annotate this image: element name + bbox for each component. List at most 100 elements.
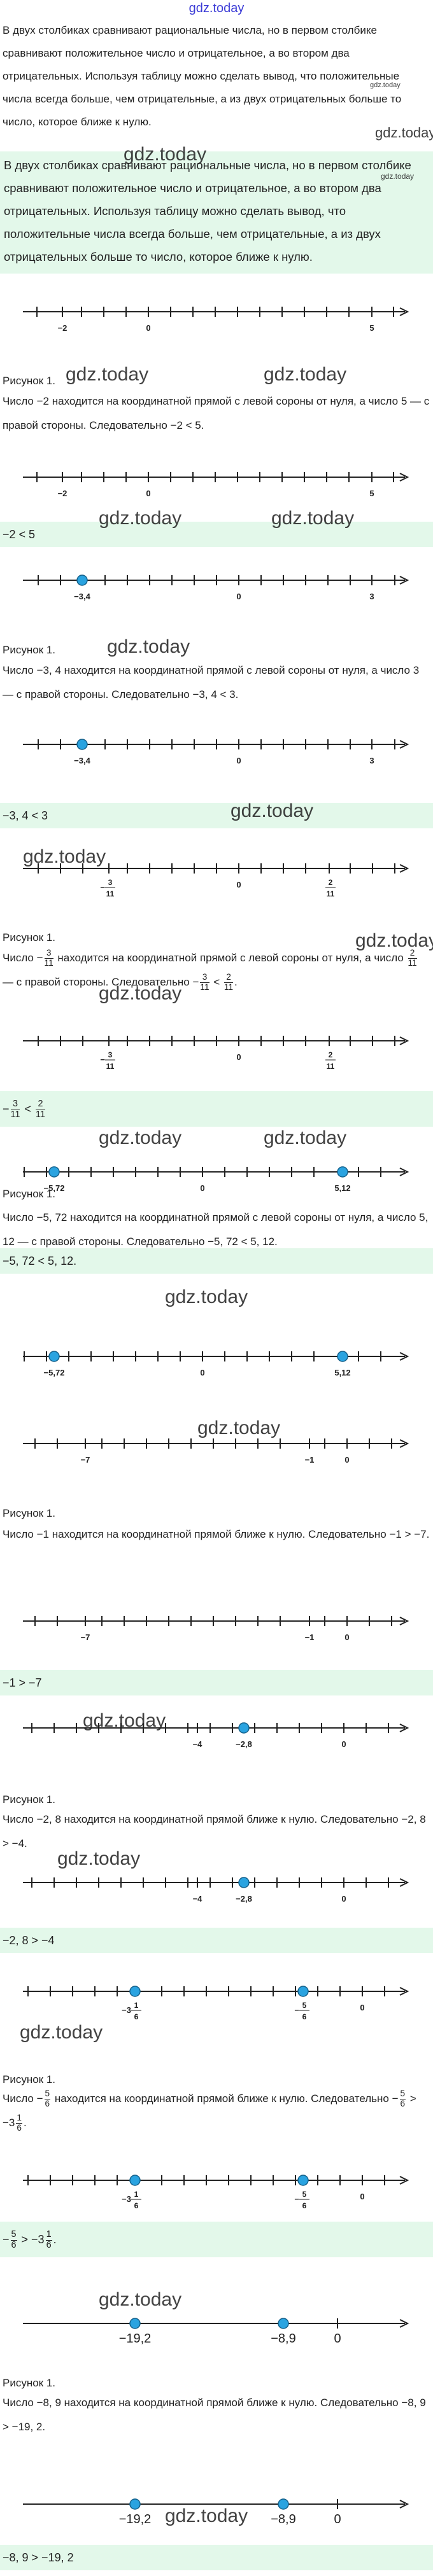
explanation: Число −2, 8 находится на координатной пр… [3,1807,430,1856]
tick-label: −5,72 [44,1368,65,1377]
text-run: . [23,2117,27,2129]
point [48,1351,60,1362]
point [48,1166,60,1178]
axis-arrow [399,576,409,585]
point [238,1877,250,1888]
numerator: 1 [16,2113,22,2124]
watermark: gdz.today [124,144,207,165]
watermark: gdz.today [165,1286,248,1307]
text-run: Число −2, 8 находится на координатной пр… [3,1813,426,1849]
numerator: 2 [224,972,234,984]
fraction: 3 11 [10,1099,20,1120]
result: −5 6 > −3 1 6. [0,2222,433,2257]
watermark: gdz.today [107,636,190,657]
numerator: 5 [10,2229,17,2241]
tick-label: 0 [146,323,150,333]
caption: Рисунок 1. [3,2377,56,2389]
number-line: −3,4 0 3 [23,574,409,601]
watermark: gdz.today [20,2022,103,2043]
tick-label-den: 11 [327,1062,335,1071]
numerator: 3 [10,1099,20,1110]
result: −8, 9 > −19, 2 [0,2545,433,2570]
denominator: 6 [17,2123,22,2133]
watermark: gdz.today [264,1127,347,1148]
result: −2, 8 > −4 [0,1928,433,1953]
text-run: Число − [3,2092,43,2105]
numerator: 5 [44,2089,51,2100]
explanation: Число −1 находится на координатной прямо… [3,1522,430,1547]
denominator: 6 [400,2099,406,2109]
denominator: 11 [35,1109,45,1120]
tick-label: 0 [344,1633,349,1642]
watermark: gdz.today [381,172,415,181]
number-line: −7 −1 0 [23,1438,409,1465]
text-run: −3, 4 < 3 [3,809,48,822]
tick-label: −2 [58,323,67,333]
watermark: gdz.today [231,800,314,821]
watermark: gdz.today [99,2289,182,2310]
fraction: 3 11 [44,948,53,968]
tick-label: 0 [360,2003,364,2012]
denominator: 11 [224,982,234,992]
number-line: −3 11 0 2 11 [23,863,409,898]
tick-label: −1 [305,1455,315,1465]
tick-label-den: 6 [302,2012,307,2021]
tick-label: 0 [200,1368,204,1377]
number-line: −3 11 0 2 11 [23,1036,409,1071]
tick-label-den: 11 [327,889,335,898]
point [278,2498,289,2510]
number-line: −4 −2,8 0 [23,1877,409,1904]
axis-arrow [399,307,409,316]
text-run: −2 < 5 [3,528,36,541]
point [278,2318,289,2329]
text-run: − [3,1103,10,1115]
watermark: gdz.today [99,1127,182,1148]
tick-label-lead: − [100,1055,105,1064]
fraction: 3 11 [200,972,209,992]
text-run: — с правой стороны. Следовательно − [3,976,199,988]
tick-label: −7 [81,1455,90,1465]
number-line: −3,4 0 3 [23,739,409,765]
tick-label-den: 11 [106,1062,115,1071]
tick-label: 3 [369,756,374,765]
tick-label: 5,12 [334,1368,350,1377]
number-line: −7 −1 0 [23,1616,409,1642]
caption: Рисунок 1. [3,1188,56,1200]
result: −1 > −7 [0,1670,433,1695]
text-run: Число −3, 4 находится на координатной пр… [3,664,420,700]
tick-label-den: 11 [106,889,115,898]
tick-label-num: 5 [302,2190,307,2199]
point [297,1986,309,1997]
number-line: −19,2 −8,9 0 [23,2318,409,2346]
text-run: находится на координатной прямой с левой… [54,952,407,964]
point [337,1166,348,1178]
tick-label: −2,8 [236,1894,252,1904]
watermark: gdz.today [271,508,355,529]
tick-label: −8,9 [271,2512,295,2526]
fraction: 2 11 [224,972,234,992]
text-run: < [210,976,223,988]
watermark: gdz.today [57,1848,141,1869]
denominator: 6 [46,2239,52,2250]
text-run: . [53,2233,57,2246]
text-run: Число −1 находится на координатной прямо… [3,1528,430,1540]
tick-label: −8,9 [271,2332,295,2346]
axis-arrow [399,740,409,749]
caption: Рисунок 1. [3,644,56,656]
denominator: 11 [408,958,417,968]
caption: Рисунок 1. [3,931,56,943]
numerator: 2 [35,1099,45,1110]
text-run: − [3,2233,10,2246]
tick-label: −4 [193,1739,203,1749]
numerator: 1 [45,2229,52,2241]
number-line: −5,72 0 5,12 [23,1166,409,1193]
result: −3, 4 < 3 [0,803,433,828]
intro-highlight: В двух столбиках сравнивают рациональные… [0,151,433,274]
point [238,1722,250,1734]
logo[interactable]: gdz.today [188,1,245,15]
watermark: gdz.today [99,983,182,1004]
result: −5, 72 < 5, 12. [0,1248,433,1274]
axis-arrow [399,1878,409,1887]
